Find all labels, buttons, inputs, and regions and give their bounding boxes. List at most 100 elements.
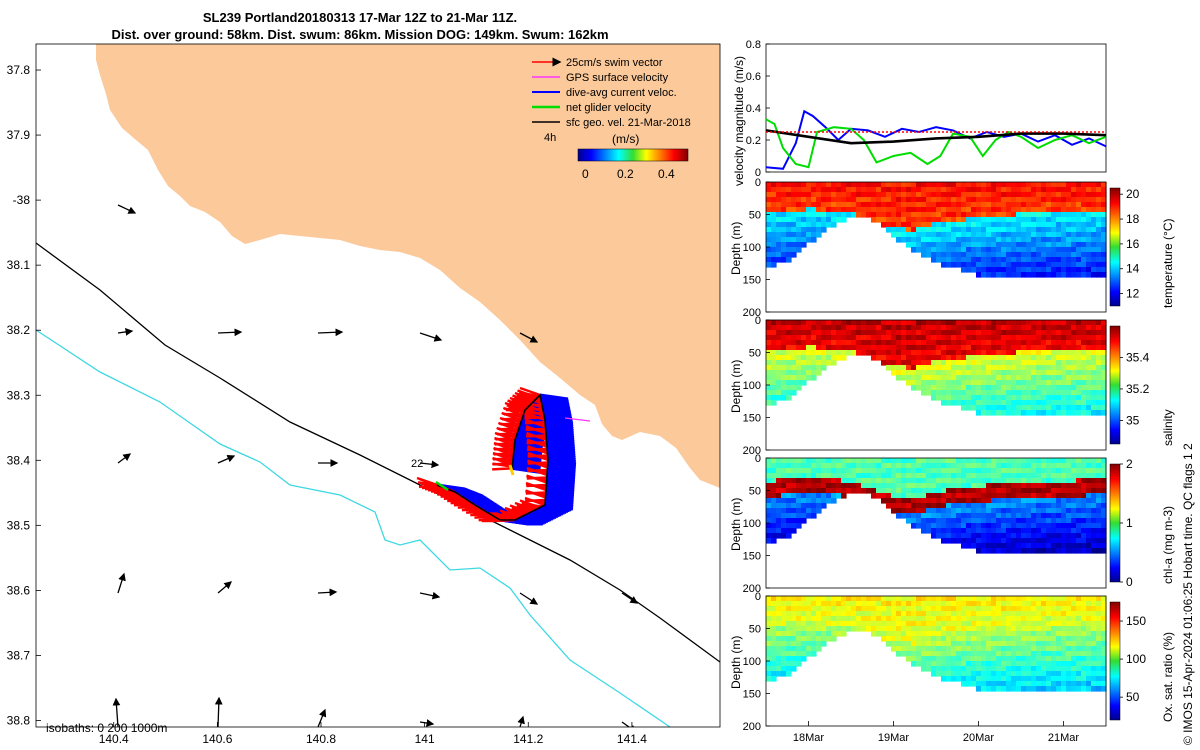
section-cell [871, 493, 877, 499]
section-cell [766, 493, 772, 499]
section-cell [831, 335, 837, 341]
section-cell [961, 405, 967, 411]
section-cell [951, 395, 957, 401]
section-cell [1101, 513, 1107, 519]
section-cell [861, 458, 867, 464]
section-cell [1086, 641, 1092, 647]
section-cell [1001, 385, 1007, 391]
section-cell [1031, 192, 1037, 198]
section-cell [846, 468, 852, 474]
section-cell [1056, 370, 1062, 376]
section-cell [1031, 616, 1037, 622]
section-cell [906, 631, 912, 637]
section-cell [1031, 262, 1037, 268]
section-cell [801, 350, 807, 356]
section-cell [1011, 523, 1017, 529]
section-cell [1011, 242, 1017, 248]
section-cell [991, 262, 997, 268]
section-cell [996, 641, 1002, 647]
section-cell [891, 641, 897, 647]
section-cell [891, 493, 897, 499]
map-xtick-label: 141.4 [617, 732, 647, 746]
section-cell [926, 473, 932, 479]
section-cell [1101, 227, 1107, 233]
swim-vector [519, 386, 541, 397]
section-cell [1026, 533, 1032, 539]
section-cell [1046, 626, 1052, 632]
section-cell [901, 503, 907, 509]
section-cell [1061, 227, 1067, 233]
section-cell [896, 611, 902, 617]
section-cell [1066, 267, 1072, 273]
section-cell [836, 621, 842, 627]
section-cell [801, 458, 807, 464]
section-cell [811, 217, 817, 223]
section-cell [1091, 523, 1097, 529]
section-cell [801, 187, 807, 193]
section-cell [776, 345, 782, 351]
section-cell [1096, 518, 1102, 524]
section-cell [786, 463, 792, 469]
section-cell [866, 182, 872, 188]
section-cell [1081, 498, 1087, 504]
section-cell [926, 483, 932, 489]
section-cell [796, 227, 802, 233]
section-cell [786, 385, 792, 391]
section-cell [776, 488, 782, 494]
section-cell [961, 596, 967, 602]
section-cell [816, 508, 822, 514]
section-cell [786, 468, 792, 474]
section-cell [916, 237, 922, 243]
section-cell [971, 182, 977, 188]
section-cell [901, 370, 907, 376]
section-cell [1001, 400, 1007, 406]
section-cell [781, 528, 787, 534]
section-cell [961, 661, 967, 667]
section-cell [956, 385, 962, 391]
section-cell [1001, 611, 1007, 617]
section-cell [1091, 503, 1097, 509]
section-cell [1031, 350, 1037, 356]
section-cell [1086, 212, 1092, 218]
section-cell [931, 518, 937, 524]
section-cell [1021, 676, 1027, 682]
section-cell [801, 222, 807, 228]
section-cell [786, 666, 792, 672]
section-cell [946, 325, 952, 331]
section-cell [1076, 483, 1082, 489]
section-cell [1011, 370, 1017, 376]
section-cell [961, 543, 967, 549]
section-cell [921, 646, 927, 652]
section-cell [856, 611, 862, 617]
section-cell [776, 320, 782, 326]
section-cell [1036, 661, 1042, 667]
section-cell [971, 395, 977, 401]
section-cell [931, 370, 937, 376]
section-cell [961, 681, 967, 687]
section-cell [1036, 207, 1042, 213]
section-cell [1051, 508, 1057, 514]
section-cell [1021, 468, 1027, 474]
section-cell [1016, 390, 1022, 396]
section-cell [1096, 676, 1102, 682]
section-cell [911, 232, 917, 238]
section-cell [796, 606, 802, 612]
section-cell [886, 463, 892, 469]
section-cell [991, 463, 997, 469]
section-cell [776, 325, 782, 331]
section-cell [1011, 488, 1017, 494]
section-cell [916, 227, 922, 233]
section-cell [921, 237, 927, 243]
section-cell [1101, 601, 1107, 607]
section-cell [1041, 636, 1047, 642]
section-cell [801, 320, 807, 326]
section-cell [811, 626, 817, 632]
section-cell [886, 631, 892, 637]
section-cell [776, 182, 782, 188]
section-cell [951, 182, 957, 188]
section-cell [966, 197, 972, 203]
section-cell [1041, 355, 1047, 361]
section-cell [926, 212, 932, 218]
dive-avg-vector [545, 429, 575, 437]
section-cell [841, 212, 847, 218]
